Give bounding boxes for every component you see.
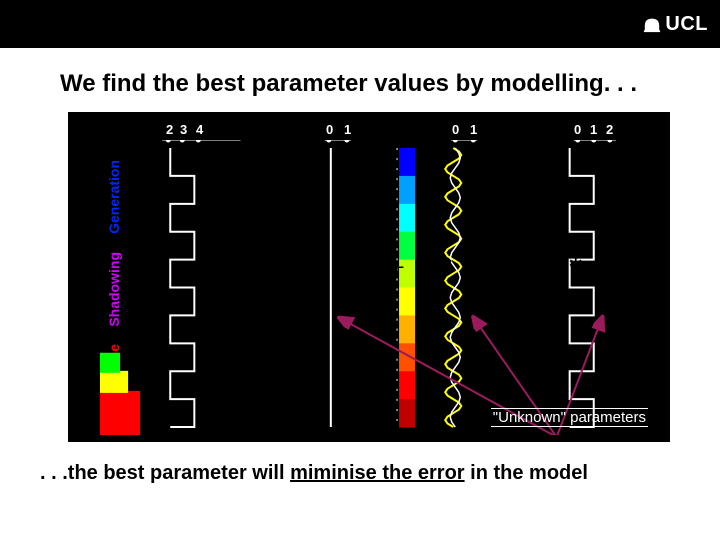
axis-g1: 2: [166, 122, 173, 137]
plus1: +: [388, 251, 405, 285]
axis-c3b: 1: [590, 122, 597, 137]
beta1: β1*: [278, 251, 317, 289]
axis-c3c: 2: [606, 122, 613, 137]
ucl-dome-icon: [643, 15, 661, 33]
approx-symbol: ≈: [238, 251, 256, 288]
axis-c1a: 0: [326, 122, 333, 137]
beta3: β3*: [544, 251, 583, 289]
figure-area: 2 3 4 0 1 0 1 0 1 2 Generation Shadowing…: [68, 112, 670, 442]
logo-text: UCL: [665, 13, 708, 36]
axis-c1b: 1: [344, 122, 351, 137]
axis-g3: 4: [196, 122, 203, 137]
slide-title: We find the best parameter values by mod…: [0, 48, 720, 112]
beta2: β2*: [414, 251, 453, 289]
ucl-logo: UCL: [643, 13, 708, 36]
axis-c3a: 0: [574, 122, 581, 137]
axis-c2a: 0: [452, 122, 459, 137]
axis-g2: 3: [180, 122, 187, 137]
axis-c2b: 1: [470, 122, 477, 137]
unknown-params-label: "Unknown" parameters: [491, 409, 648, 426]
bottom-text: . . .the best parameter will miminise th…: [0, 442, 720, 485]
header-bar: UCL: [0, 0, 720, 48]
plus2: +: [516, 251, 533, 285]
